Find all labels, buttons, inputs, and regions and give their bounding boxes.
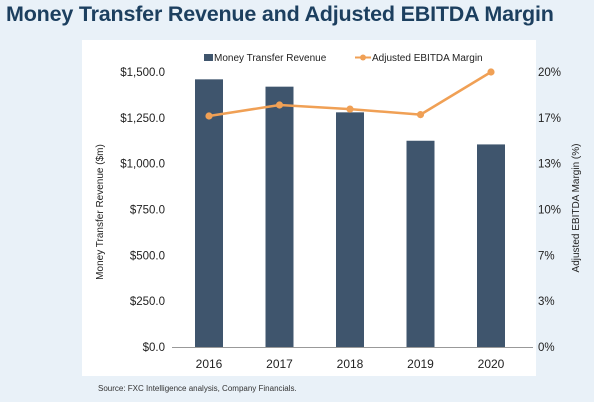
x-axis: 2016 2017 2018 2019 2020 (172, 347, 533, 371)
ebitda-point-2019 (416, 111, 425, 119)
y-axis-right: 0% 3% 7% 10% 13% 17% 20% (538, 67, 561, 354)
bar-series-revenue (195, 79, 505, 348)
x-tick-label: 2018 (337, 357, 364, 371)
ebitda-point-2016 (205, 112, 213, 120)
y-right-tick-label: 3% (538, 296, 555, 308)
y-right-tick-label: 10% (538, 205, 561, 217)
y-right-tick-label: 17% (538, 113, 561, 125)
chart-card (82, 40, 536, 376)
bar-2017 (265, 86, 294, 348)
source-note: Source: FXC Intelligence analysis, Compa… (98, 384, 297, 393)
y-right-tick-label: 0% (538, 342, 555, 354)
y-axis-left-label: Money Transfer Revenue ($m) (95, 144, 106, 280)
legend-label-revenue: Money Transfer Revenue (214, 53, 327, 64)
bar-2016 (195, 79, 223, 347)
bar-2020 (477, 144, 505, 347)
y-left-tick-label: $1,000.0 (120, 159, 165, 171)
y-axis-right-label: Adjusted EBITDA Margin (%) (571, 144, 582, 273)
y-left-tick-label: $0.0 (143, 342, 165, 354)
y-right-tick-label: 20% (538, 67, 561, 79)
legend-swatch-revenue (204, 54, 213, 61)
ebitda-point-2020 (487, 68, 495, 76)
y-right-tick-label: 13% (538, 159, 561, 171)
y-left-tick-label: $1,500.0 (120, 67, 165, 79)
ebitda-point-2017 (275, 101, 284, 109)
ebitda-point-2018 (346, 105, 354, 113)
line-series-ebitda-margin (205, 68, 495, 120)
y-left-tick-label: $500.0 (130, 250, 165, 262)
y-axis-left: $0.0 $250.0 $500.0 $750.0 $1,000.0 $1,250.0 $1… (120, 67, 165, 354)
y-left-tick-label: $250.0 (130, 296, 165, 308)
x-tick-label: 2017 (266, 357, 293, 371)
bar-2019 (406, 140, 435, 347)
legend-marker-ebitda (360, 54, 366, 61)
x-tick-label: 2016 (196, 357, 223, 371)
legend: Money Transfer Revenue Adjusted EBITDA M… (204, 53, 483, 64)
y-left-tick-label: $1,250.0 (120, 113, 165, 125)
y-right-tick-label: 7% (538, 250, 555, 262)
x-tick-label: 2020 (478, 357, 505, 371)
y-left-tick-label: $750.0 (130, 205, 165, 217)
x-tick-label: 2019 (407, 357, 434, 371)
legend-label-ebitda: Adjusted EBITDA Margin (372, 53, 483, 64)
chart-title: Money Transfer Revenue and Adjusted EBIT… (6, 2, 554, 26)
bar-2018 (336, 112, 364, 347)
